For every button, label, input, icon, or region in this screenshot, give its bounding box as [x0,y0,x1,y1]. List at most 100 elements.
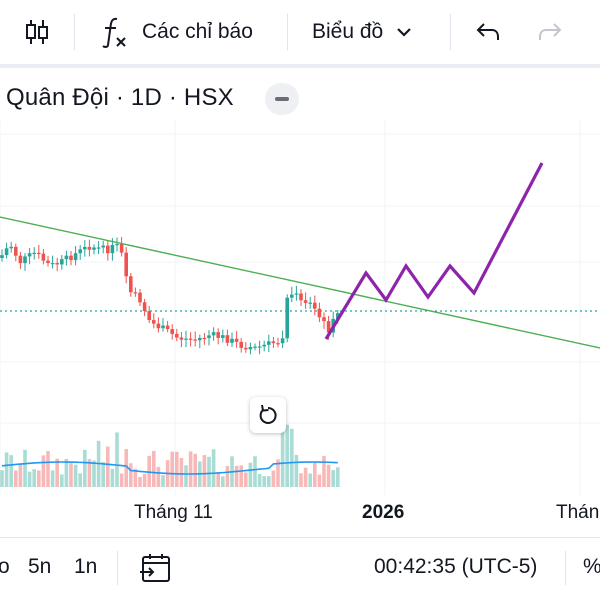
volume-bar [313,462,317,487]
volume-bar [207,456,211,487]
candle-body [193,339,197,341]
symbol-title[interactable]: Quân Đội · 1D · HSX [6,84,234,111]
volume-bar [239,465,243,487]
volume-bar [147,455,151,487]
volume-bar [69,463,73,487]
timeframe-1n-button[interactable]: 1n [74,555,98,578]
candle-body [317,308,322,318]
price-chart[interactable] [0,120,600,495]
candle-body [211,332,216,336]
candle-body [244,347,248,350]
timeframe-button[interactable]: o [0,555,10,578]
candle-body [216,332,220,338]
candle-body [253,346,257,348]
volume-bar [271,470,276,487]
redo-button[interactable] [536,0,564,64]
volume-bar [248,462,253,487]
projection-path-drawing[interactable] [324,162,544,340]
volume-bar [225,466,230,487]
candle-body [285,297,289,339]
candle-body [64,255,69,260]
candle-body [78,249,82,254]
volume-bar [115,432,119,487]
volume-bar [253,456,257,487]
candle-body [73,253,78,261]
bottom-divider [0,537,600,538]
candle-body [225,335,230,343]
x-axis-label: 2026 [362,502,405,523]
candle-body [87,246,92,250]
indicators-label: Các chỉ báo [142,20,253,43]
candle-body [69,255,73,261]
goto-date-button[interactable] [139,551,173,591]
chart-type-label: Biểu đồ [312,20,384,43]
volume-bar [101,461,105,487]
volume-bar [211,449,216,487]
candle-body [188,338,193,340]
candle-body [32,252,36,255]
volume-bar [37,470,41,487]
volume-bar [244,472,248,487]
redo-icon [539,23,562,40]
toolbar-separator [450,14,451,50]
candle-body [280,338,285,344]
volume-bar [267,476,271,487]
undo-icon [476,23,499,40]
volume-bar [23,449,27,487]
function-icon [102,17,126,48]
volume-bar [138,476,142,487]
indicators-button[interactable]: Các chỉ báo [100,0,253,64]
collapse-legend-button[interactable] [265,83,299,115]
volume-bar [308,473,312,487]
candlestick-icon [26,20,48,44]
chart-style-button[interactable] [22,0,52,64]
volume-bar [73,464,78,487]
volume-bar [262,476,266,487]
candle-body [46,260,50,264]
chart-type-dropdown[interactable]: Biểu đồ [312,0,415,64]
volume-bar [179,458,184,487]
volume-bar [87,459,92,487]
volume-bar [129,463,133,487]
candle-body [308,302,312,304]
toolbar-divider [0,64,600,68]
volume-bar [317,474,322,487]
candle-body [161,325,165,329]
candle-body [165,325,170,330]
x-axis-label: Tháng [556,502,600,523]
candle-body [336,313,340,319]
volume-bar [14,470,18,487]
volume-bar [234,465,239,487]
candle-body [290,294,294,298]
volume-bar [55,458,59,487]
candle-body [106,245,110,254]
trendline-drawing[interactable] [0,216,600,349]
volume-bar [193,453,197,487]
candle-body [23,256,27,264]
volume-bar [303,467,308,487]
clock-timezone[interactable]: 00:42:35 (UTC-5) [374,555,538,578]
reset-chart-button[interactable] [250,397,286,433]
candle-body [322,317,326,322]
volume-bar [46,451,50,487]
volume-bar [156,466,161,487]
candle-body [299,293,303,301]
volume-bar [202,455,207,487]
candle-body [147,311,151,321]
volume-bar [133,468,138,487]
candle-body [55,263,59,265]
bottom-separator [565,551,566,585]
toolbar-separator [287,14,288,50]
candle-body [0,255,4,258]
volume-bars [0,423,340,487]
candle-body [9,246,13,249]
candle-body [239,341,243,348]
candle-body [184,338,188,340]
undo-button[interactable] [474,0,502,64]
candle-body [276,343,280,345]
volume-bar [119,473,124,487]
volume-bar [290,428,294,487]
volume-bar [161,475,165,487]
timeframe-5n-button[interactable]: 5n [28,555,52,578]
percent-scale-button[interactable]: % [583,555,600,578]
